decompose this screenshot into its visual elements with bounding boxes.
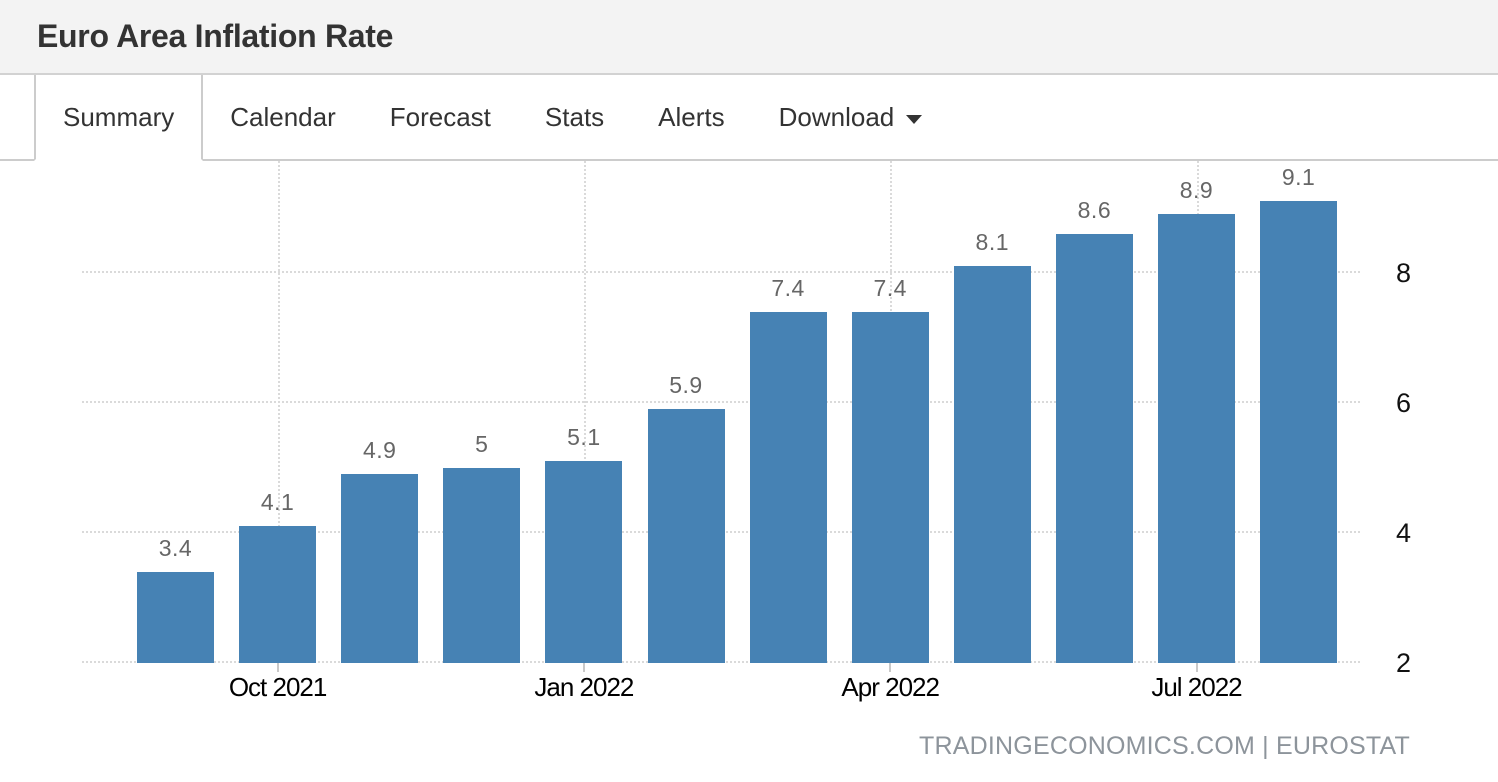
x-axis-tick <box>276 663 279 672</box>
x-axis-label: Apr 2022 <box>841 672 940 702</box>
tabbar-left-spacer <box>0 75 34 159</box>
x-axis-tick <box>582 663 585 672</box>
bar-value-label: 5.1 <box>567 424 601 451</box>
tab-calendar[interactable]: Calendar <box>203 75 363 159</box>
bar-value-label: 7.4 <box>873 274 907 301</box>
chart-bar-5[interactable] <box>545 461 623 663</box>
chart-bar-12[interactable] <box>1260 201 1338 663</box>
chart-bar-4[interactable] <box>443 467 521 663</box>
tab-label: Download <box>778 101 895 132</box>
tab-label: Stats <box>544 101 605 132</box>
chart-bar-3[interactable] <box>341 474 419 663</box>
page-title: Euro Area Inflation Rate <box>37 18 394 54</box>
tab-label: Alerts <box>658 101 725 132</box>
y-axis-label: 4 <box>1395 517 1411 548</box>
x-axis-label: Jan 2022 <box>534 672 634 702</box>
y-axis-label: 2 <box>1395 648 1411 678</box>
tab-label: Calendar <box>230 101 336 132</box>
chart-bar-7[interactable] <box>749 311 827 663</box>
tab-summary[interactable]: Summary <box>34 75 204 161</box>
bar-value-label: 8.6 <box>1077 196 1112 223</box>
gridline-horizontal <box>82 270 1360 273</box>
tab-download[interactable]: Download <box>752 75 950 159</box>
bar-value-label: 5 <box>475 430 489 457</box>
chart-header: Euro Area Inflation Rate <box>0 0 1498 75</box>
gridline-vertical <box>583 161 586 663</box>
tab-label: Summary <box>63 101 175 132</box>
gridline-horizontal <box>82 400 1360 403</box>
tab-label: Forecast <box>389 101 491 132</box>
x-axis-label: Jul 2022 <box>1151 672 1242 702</box>
chart-bar-2[interactable] <box>239 526 317 663</box>
bar-value-label: 8.9 <box>1179 177 1214 204</box>
bar-value-label: 7.4 <box>771 274 805 301</box>
bar-value-label: 5.9 <box>669 372 703 399</box>
bar-value-label: 8.1 <box>975 229 1010 256</box>
bar-value-label: 9.1 <box>1281 164 1316 191</box>
gridline-vertical <box>277 161 280 663</box>
chart-attribution: TRADINGECONOMICS.COM | EUROSTAT <box>919 732 1410 760</box>
bar-value-label: 3.4 <box>158 535 193 561</box>
caret-down-icon <box>906 114 923 124</box>
chart-bar-8[interactable] <box>851 311 929 663</box>
bar-value-label: 4.1 <box>260 489 295 516</box>
x-axis-label: Oct 2021 <box>228 672 328 702</box>
plot-area: 3.4 4.1 4.9 5 5.1 5.9 7.4 7.4 8.1 8.6 8.9 9.1 <box>82 161 1360 663</box>
chart-bar-9[interactable] <box>953 266 1031 663</box>
y-axis-label: 6 <box>1395 387 1411 418</box>
chart-bar-6[interactable] <box>647 409 725 663</box>
x-axis-tick <box>1195 663 1198 672</box>
y-axis-label: 8 <box>1395 257 1411 288</box>
chart-bar-11[interactable] <box>1158 214 1235 663</box>
tabbar: Summary Calendar Forecast Stats Alerts Downlo… <box>0 75 1498 161</box>
x-axis-tick <box>889 663 892 672</box>
tab-stats[interactable]: Stats <box>518 75 631 159</box>
chart-bar-10[interactable] <box>1055 233 1133 663</box>
chart-region: 3.4 4.1 4.9 5 5.1 5.9 7.4 7.4 8.1 8.6 8.9 9.1 TRADI… <box>0 161 1498 782</box>
bar-value-label: 4.9 <box>362 437 397 464</box>
tab-forecast[interactable]: Forecast <box>363 75 518 159</box>
chart-bar-1[interactable] <box>137 572 214 663</box>
tab-alerts[interactable]: Alerts <box>631 75 751 159</box>
